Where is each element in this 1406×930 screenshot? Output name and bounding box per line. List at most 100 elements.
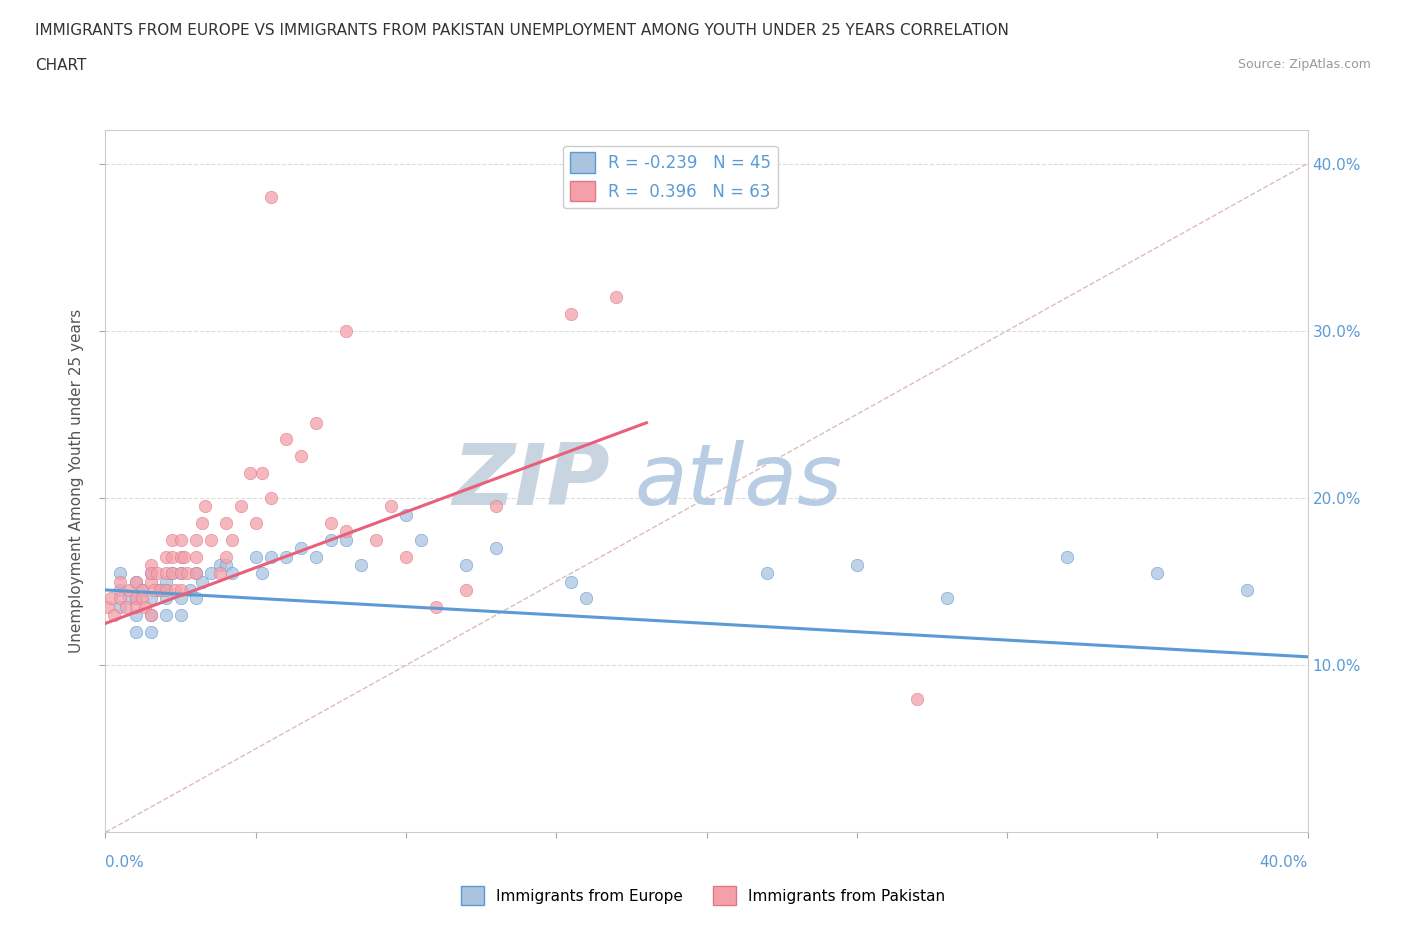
Point	[250, 466, 273, 481]
Point	[131, 591, 153, 605]
Point	[395, 549, 418, 564]
Point	[184, 565, 207, 580]
Point	[335, 524, 357, 538]
Point	[239, 466, 262, 481]
Point	[260, 490, 283, 505]
Point	[155, 565, 177, 580]
Point	[160, 549, 183, 564]
Point	[845, 557, 868, 572]
Point	[194, 498, 217, 513]
Text: ZIP: ZIP	[453, 440, 610, 523]
Point	[184, 532, 207, 547]
Point	[169, 582, 191, 597]
Point	[163, 582, 186, 597]
Point	[110, 591, 132, 605]
Point	[454, 582, 477, 597]
Point	[179, 582, 201, 597]
Point	[118, 582, 141, 597]
Point	[305, 416, 328, 431]
Point	[155, 591, 177, 605]
Point	[160, 565, 183, 580]
Point	[110, 599, 132, 614]
Point	[124, 599, 146, 614]
Point	[169, 607, 191, 622]
Point	[139, 607, 162, 622]
Point	[139, 624, 162, 639]
Point	[169, 532, 191, 547]
Point	[118, 591, 141, 605]
Point	[454, 557, 477, 572]
Point	[139, 557, 162, 572]
Point	[485, 498, 508, 513]
Point	[1056, 549, 1078, 564]
Point	[319, 515, 342, 530]
Point	[335, 532, 357, 547]
Point	[124, 574, 146, 589]
Text: Source: ZipAtlas.com: Source: ZipAtlas.com	[1237, 58, 1371, 71]
Point	[184, 591, 207, 605]
Point	[208, 565, 231, 580]
Text: 40.0%: 40.0%	[1260, 855, 1308, 870]
Point	[560, 307, 582, 322]
Point	[155, 582, 177, 597]
Text: atlas: atlas	[634, 440, 842, 523]
Point	[110, 574, 132, 589]
Point	[124, 591, 146, 605]
Point	[155, 607, 177, 622]
Point	[335, 324, 357, 339]
Point	[145, 565, 167, 580]
Point	[124, 607, 146, 622]
Point	[274, 432, 297, 447]
Point	[1146, 565, 1168, 580]
Point	[208, 557, 231, 572]
Point	[110, 582, 132, 597]
Point	[155, 582, 177, 597]
Legend: Immigrants from Europe, Immigrants from Pakistan: Immigrants from Europe, Immigrants from …	[454, 881, 952, 911]
Point	[260, 549, 283, 564]
Point	[229, 498, 252, 513]
Point	[214, 515, 236, 530]
Text: IMMIGRANTS FROM EUROPE VS IMMIGRANTS FROM PAKISTAN UNEMPLOYMENT AMONG YOUTH UNDE: IMMIGRANTS FROM EUROPE VS IMMIGRANTS FRO…	[35, 23, 1010, 38]
Point	[200, 565, 222, 580]
Point	[214, 557, 236, 572]
Point	[155, 549, 177, 564]
Point	[139, 607, 162, 622]
Point	[131, 582, 153, 597]
Legend: R = -0.239   N = 45, R =  0.396   N = 63: R = -0.239 N = 45, R = 0.396 N = 63	[564, 146, 778, 208]
Point	[160, 532, 183, 547]
Point	[169, 565, 191, 580]
Point	[142, 582, 165, 597]
Point	[139, 591, 162, 605]
Point	[110, 565, 132, 580]
Point	[274, 549, 297, 564]
Point	[250, 565, 273, 580]
Point	[131, 582, 153, 597]
Point	[190, 515, 212, 530]
Point	[575, 591, 598, 605]
Point	[425, 599, 447, 614]
Point	[134, 599, 156, 614]
Point	[124, 574, 146, 589]
Point	[115, 599, 138, 614]
Point	[200, 532, 222, 547]
Point	[319, 532, 342, 547]
Point	[936, 591, 959, 605]
Point	[560, 574, 582, 589]
Point	[905, 691, 928, 706]
Y-axis label: Unemployment Among Youth under 25 years: Unemployment Among Youth under 25 years	[69, 309, 84, 654]
Point	[221, 532, 243, 547]
Point	[139, 565, 162, 580]
Point	[605, 290, 627, 305]
Point	[245, 515, 267, 530]
Point	[485, 540, 508, 555]
Point	[290, 540, 312, 555]
Point	[176, 565, 198, 580]
Point	[100, 591, 122, 605]
Point	[97, 599, 120, 614]
Point	[139, 574, 162, 589]
Point	[214, 549, 236, 564]
Point	[124, 591, 146, 605]
Point	[184, 549, 207, 564]
Point	[169, 565, 191, 580]
Point	[380, 498, 402, 513]
